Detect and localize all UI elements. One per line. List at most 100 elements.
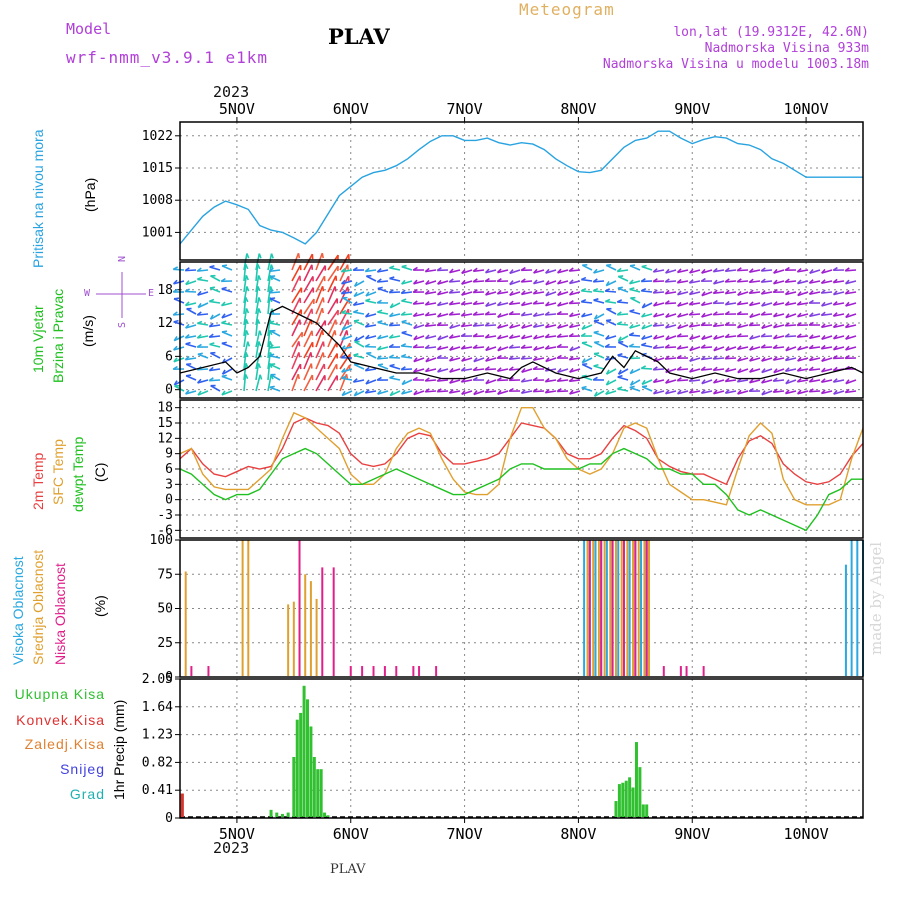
- wind-arrow-head: [520, 334, 526, 340]
- wind-arrow: [509, 291, 521, 297]
- wind-arrow-head: [173, 380, 178, 386]
- cloud-label-mid: Srednja Oblacnost: [30, 549, 46, 665]
- wind-arrow-head: [808, 299, 814, 304]
- wind-arrow-head: [412, 300, 418, 305]
- wind-arrow-head: [424, 334, 430, 340]
- lonlat-text: lon,lat (19.9312E, 42.6N): [673, 25, 869, 40]
- wind-arrow: [677, 313, 689, 318]
- wind-arrow-head: [772, 356, 778, 361]
- wind-arrow-head: [629, 385, 635, 389]
- wind-arrow: [267, 264, 273, 282]
- wind-arrow-head: [389, 390, 394, 397]
- wind-arrow-head: [568, 332, 574, 338]
- wind-arrow-head: [556, 279, 562, 285]
- wind-arrow-head: [376, 278, 382, 283]
- credit-text: made by Angel: [867, 541, 885, 655]
- wind-arrow: [425, 280, 437, 286]
- wind-arrow-head: [485, 301, 490, 307]
- wind-arrow-head: [664, 344, 670, 349]
- wind-arrow: [677, 379, 689, 382]
- mid-cloud-bar: [647, 540, 650, 676]
- wind-arrow: [377, 346, 389, 351]
- wind-arrow: [185, 335, 197, 339]
- wind-arrow-head: [664, 300, 670, 305]
- wind-arrow-head: [412, 288, 418, 293]
- wind-arrow-head: [629, 323, 634, 329]
- wind-arrow-head: [761, 301, 766, 307]
- wind-arrow: [689, 291, 701, 296]
- wind-arrow-head: [376, 355, 382, 360]
- y-tick-label: 6: [165, 349, 173, 364]
- wind-arrow-head: [676, 366, 682, 371]
- wind-arrow: [665, 280, 677, 283]
- wind-arrow: [533, 346, 545, 351]
- wind-arrow-head: [545, 357, 550, 363]
- wind-arrow-head: [244, 373, 249, 380]
- wind-arrow-head: [736, 345, 742, 350]
- wind-arrow-head: [424, 290, 430, 295]
- wind-arrow: [677, 269, 689, 274]
- wind-arrow-head: [676, 354, 682, 359]
- wind-arrow: [353, 311, 365, 315]
- wind-arrow: [581, 290, 593, 293]
- wind-arrow: [581, 387, 593, 392]
- wind-arrow-head: [700, 277, 706, 282]
- wind-arrow: [365, 335, 377, 340]
- wind-arrow-head: [377, 309, 383, 313]
- total-precip-bar: [312, 756, 316, 817]
- wind-arrow-head: [568, 300, 574, 305]
- wind-arrow: [569, 368, 581, 373]
- wind-arrow-head: [472, 289, 478, 294]
- wind-arrow-head: [641, 379, 646, 385]
- low-cloud-bar: [622, 540, 625, 676]
- wind-arrow: [185, 302, 197, 307]
- wind-arrow: [389, 390, 401, 397]
- wind-arrow: [761, 269, 773, 272]
- wind-arrow-head: [460, 300, 466, 306]
- wind-arrow-head: [485, 379, 490, 385]
- wind-arrow: [243, 363, 247, 381]
- mid-cloud-bar: [603, 540, 606, 676]
- wind-arrow-head: [352, 301, 358, 306]
- wind-arrow-head: [209, 286, 216, 289]
- wind-arrow-head: [388, 334, 394, 339]
- wind-arrow-head: [760, 311, 766, 316]
- wind-arrow: [725, 335, 737, 339]
- wind-arrow-head: [664, 278, 670, 283]
- wind-arrow-head: [472, 311, 478, 316]
- wind-arrow: [389, 291, 401, 294]
- wind-arrow: [677, 368, 689, 371]
- wind-arrow: [377, 269, 389, 273]
- total-precip-bar: [319, 769, 323, 817]
- wind-arrow-head: [472, 267, 478, 272]
- total-precip-bar: [614, 801, 618, 817]
- wind-arrow-head: [484, 366, 490, 371]
- wind-arrow-head: [580, 332, 586, 337]
- wind-arrow-head: [364, 366, 370, 372]
- wind-arrow: [341, 368, 353, 373]
- wind-arrow-head: [508, 355, 514, 360]
- wind-arrow-head: [401, 264, 407, 268]
- wind-arrow: [845, 302, 857, 307]
- wind-arrow: [665, 269, 677, 274]
- y-tick-label: 1015: [142, 161, 173, 176]
- wind-arrow-head: [569, 367, 574, 373]
- wind-arrow-head: [821, 334, 826, 340]
- wind-arrow-head: [196, 334, 202, 339]
- wind-arrow: [845, 390, 857, 394]
- wind-arrow: [339, 286, 349, 304]
- day-label-top: 9NOV: [674, 100, 710, 118]
- wind-arrow: [521, 346, 533, 349]
- wind-arrow: [327, 330, 336, 348]
- wind-arrow: [749, 302, 761, 307]
- wind-arrow-head: [736, 323, 742, 329]
- pressure-label: Pritisak na nivou mora: [30, 129, 46, 268]
- wind-arrow-head: [209, 264, 215, 268]
- wind-arrow-head: [245, 275, 249, 281]
- wind-arrow-head: [173, 297, 180, 300]
- wind-arrow-head: [401, 330, 407, 334]
- wind-arrow: [533, 291, 545, 295]
- wind-arrow-head: [544, 345, 550, 350]
- wind-arrow-head: [297, 373, 300, 380]
- wind-arrow-head: [724, 267, 730, 272]
